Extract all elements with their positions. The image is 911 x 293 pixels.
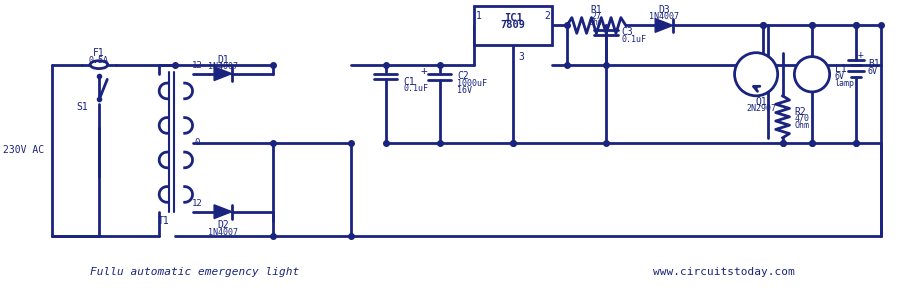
Text: D2: D2 xyxy=(217,220,229,230)
Polygon shape xyxy=(214,67,231,81)
Text: +: + xyxy=(858,50,864,60)
Text: B1: B1 xyxy=(868,59,880,69)
Ellipse shape xyxy=(90,61,107,69)
Text: Fullu automatic emergency light: Fullu automatic emergency light xyxy=(90,268,299,277)
Text: 470: 470 xyxy=(794,114,809,123)
Polygon shape xyxy=(655,18,673,32)
Text: S1: S1 xyxy=(76,102,87,112)
Text: IC1: IC1 xyxy=(504,13,522,23)
Polygon shape xyxy=(214,205,231,219)
Bar xyxy=(474,6,552,45)
Text: 1N4007: 1N4007 xyxy=(208,62,238,71)
Text: 0.1uF: 0.1uF xyxy=(622,35,647,44)
Text: 0.5A: 0.5A xyxy=(89,56,109,65)
Text: 1: 1 xyxy=(476,11,482,21)
Text: F1: F1 xyxy=(93,48,105,58)
Text: D1: D1 xyxy=(217,55,229,65)
Text: T1: T1 xyxy=(159,217,170,226)
Text: C1: C1 xyxy=(404,77,415,87)
Text: Ohm: Ohm xyxy=(794,121,809,130)
Text: C2: C2 xyxy=(457,71,469,81)
Text: lamp: lamp xyxy=(834,79,855,88)
Text: Q1: Q1 xyxy=(755,97,767,107)
Text: L1: L1 xyxy=(834,64,846,74)
Text: 7809: 7809 xyxy=(500,21,526,30)
Text: 12: 12 xyxy=(192,199,203,208)
Text: 3: 3 xyxy=(518,52,524,62)
Text: 1N4007: 1N4007 xyxy=(649,12,679,21)
Text: www.circuitstoday.com: www.circuitstoday.com xyxy=(653,268,794,277)
Text: 6V: 6V xyxy=(834,72,844,81)
Text: Ohm: Ohm xyxy=(589,18,604,27)
Text: R2: R2 xyxy=(794,107,806,117)
Circle shape xyxy=(734,53,778,96)
Circle shape xyxy=(794,57,830,92)
Text: 1000uF: 1000uF xyxy=(457,79,487,88)
Text: 1N4007: 1N4007 xyxy=(208,228,238,237)
Text: 230V AC: 230V AC xyxy=(4,145,45,155)
Text: +: + xyxy=(421,66,427,76)
Text: 2N2907: 2N2907 xyxy=(746,104,776,113)
Text: 16V: 16V xyxy=(457,86,472,95)
Text: R1: R1 xyxy=(590,5,602,15)
Text: 2: 2 xyxy=(545,11,550,21)
Text: 12: 12 xyxy=(192,61,203,70)
Text: C3: C3 xyxy=(622,27,633,37)
Text: 0.1uF: 0.1uF xyxy=(404,84,428,93)
Text: 6V: 6V xyxy=(868,67,878,76)
Text: D3: D3 xyxy=(658,5,670,15)
Text: 27: 27 xyxy=(591,12,601,21)
Text: 0: 0 xyxy=(195,138,200,147)
